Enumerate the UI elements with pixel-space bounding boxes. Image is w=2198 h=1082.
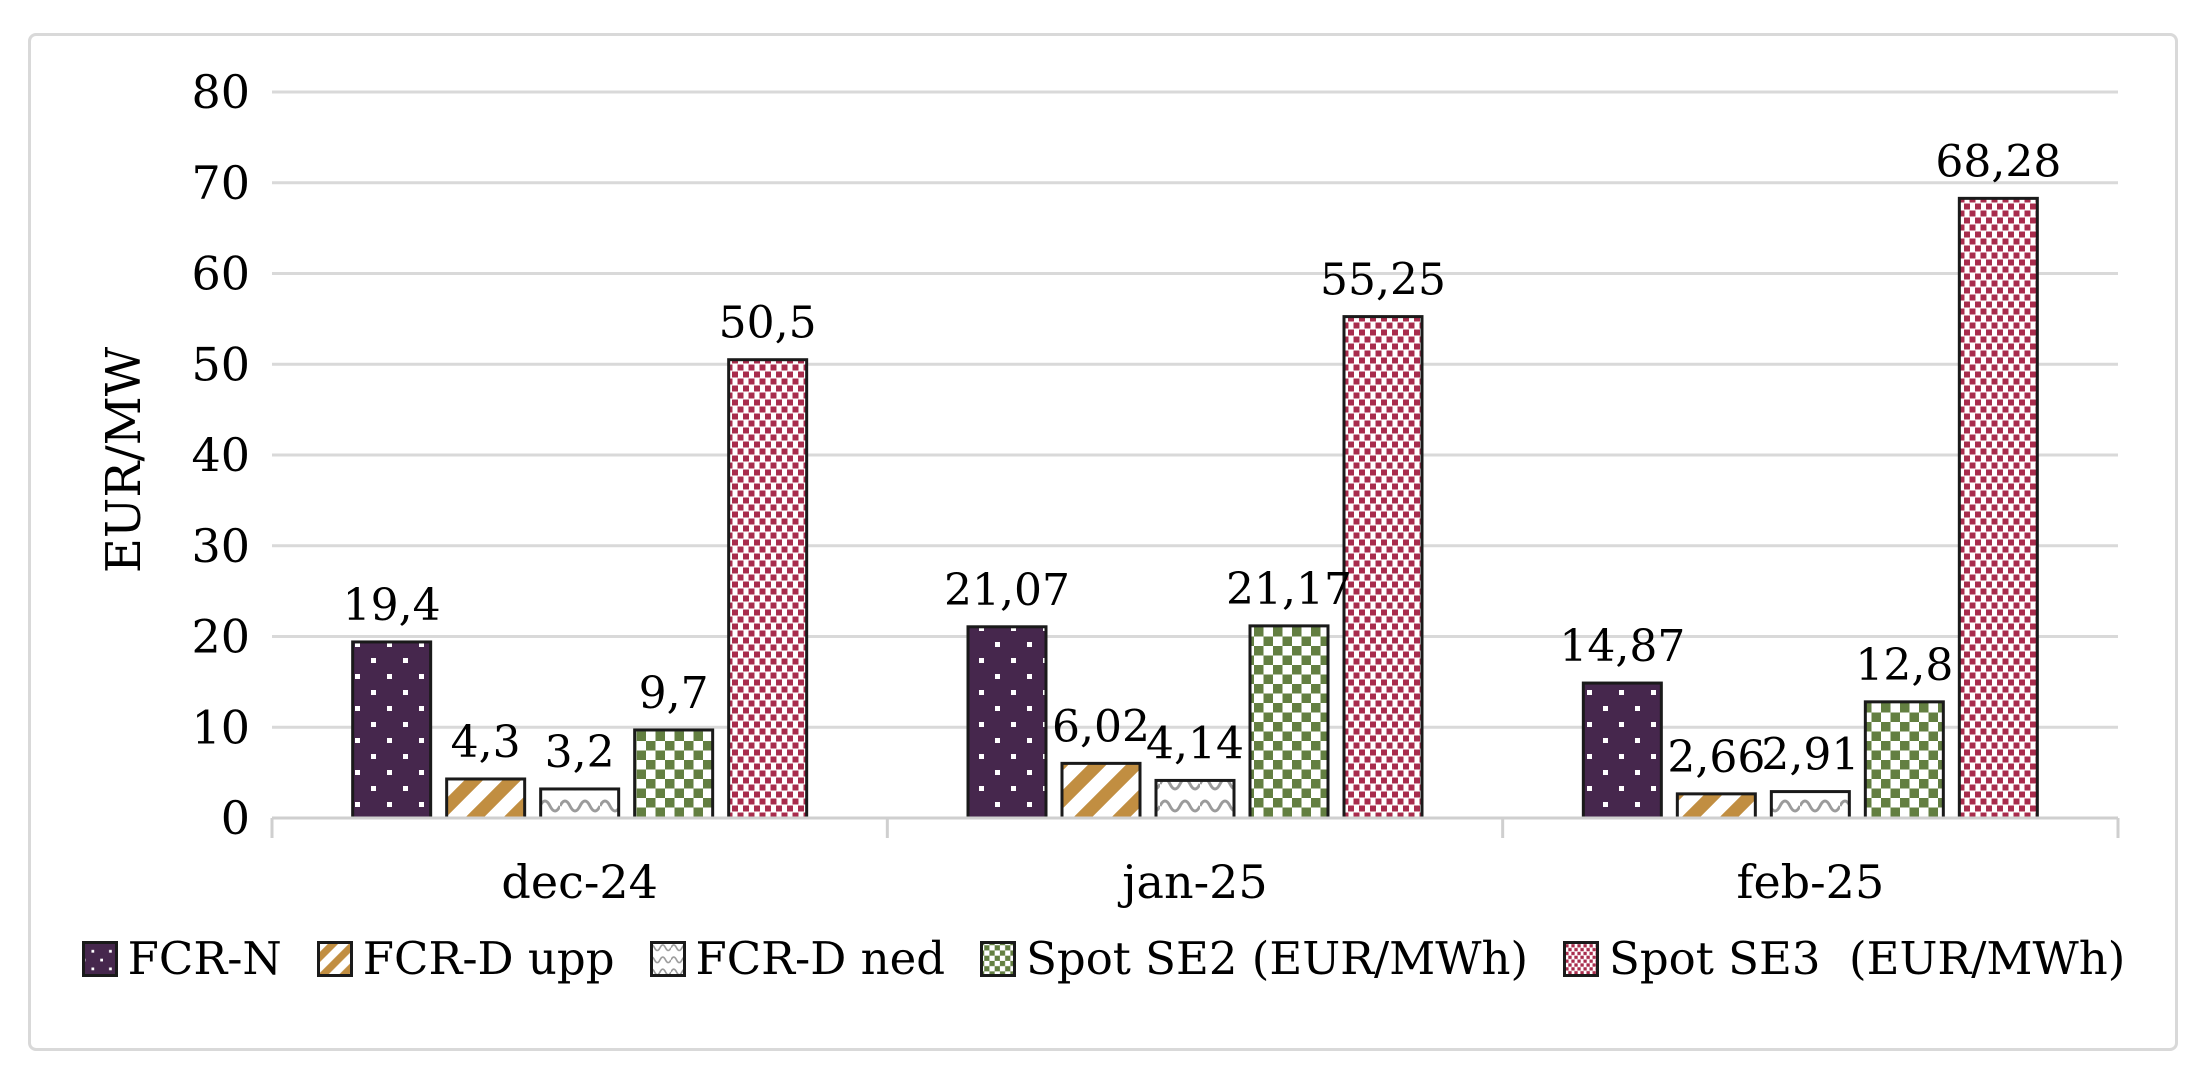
bar-fcr-d-ned-jan-25: [1154, 778, 1236, 820]
axes: [270, 816, 2120, 838]
y-axis-tick-label-0: 0: [221, 791, 250, 845]
bar-spot-se2-eur-mwh-feb-25: [1863, 700, 1945, 820]
value-label-fcr-n-jan-25: 21,07: [944, 565, 1070, 616]
bar-fcr-d-upp-dec-24: [445, 777, 527, 820]
y-axis-tick-label-50: 50: [191, 337, 250, 391]
value-label-fcr-d-upp-jan-25: 6,02: [1052, 701, 1150, 752]
bar-fcr-n-jan-25: [966, 625, 1048, 820]
y-axis-tick-label-10: 10: [191, 700, 250, 754]
y-axis-tick-label-60: 60: [191, 247, 250, 301]
legend-swatch-fcr-n: [81, 940, 118, 977]
legend-swatch-fcr-d-ned: [649, 940, 686, 977]
value-label-spot-se2-eur-mwh-jan-25: 21,17: [1226, 564, 1352, 615]
bar-spot-se3-eur-mwh-jan-25: [1342, 315, 1424, 820]
legend-item-spot-se3-eur-mwh: Spot SE3 (EUR/MWh): [1562, 936, 2125, 981]
legend-label-fcr-d-upp: FCR-D upp: [362, 932, 615, 985]
value-label-fcr-n-feb-25: 14,87: [1559, 621, 1685, 672]
legend-label-fcr-d-ned: FCR-D ned: [695, 932, 946, 985]
value-label-fcr-d-ned-dec-24: 3,2: [545, 727, 615, 778]
y-axis-tick-label-20: 20: [191, 610, 250, 664]
chart-frame: [28, 33, 2178, 1051]
value-label-fcr-d-ned-jan-25: 4,14: [1146, 718, 1244, 769]
bars: [351, 196, 2039, 820]
legend-item-fcr-d-upp: FCR-D upp: [316, 936, 615, 981]
value-label-spot-se2-eur-mwh-dec-24: 9,7: [639, 668, 709, 719]
legend-swatch-fcr-d-upp: [316, 940, 353, 977]
legend-label-spot-se2-eur-mwh: Spot SE2 (EUR/MWh): [1026, 932, 1529, 985]
value-label-fcr-d-upp-dec-24: 4,3: [451, 717, 521, 768]
legend-label-fcr-n: FCR-N: [127, 932, 282, 985]
labels: 19,4 4,3 3,2 9,7 50,5 dec-24 21,07 6,024,14 21,1…: [191, 65, 2061, 909]
value-label-spot-se2-eur-mwh-feb-25: 12,8: [1855, 640, 1953, 691]
legend-swatch-spot-se2-eur-mwh: [980, 940, 1017, 977]
legend-swatch-spot-se3-eur-mwh: [1563, 940, 1600, 977]
y-axis-tick-label-70: 70: [191, 156, 250, 210]
value-label-fcr-n-dec-24: 19,4: [343, 580, 441, 631]
x-axis-label-dec-24: dec-24: [501, 855, 658, 909]
legend-label-spot-se3-eur-mwh: Spot SE3 (EUR/MWh): [1609, 932, 2126, 985]
bar-spot-se3-eur-mwh-feb-25: [1957, 196, 2039, 820]
y-axis-tick-label-30: 30: [191, 519, 250, 573]
chart-legend: FCR-N FCR-D upp FCR-D ned Spot SE2 (EUR/MWh…: [28, 936, 2178, 981]
value-label-spot-se3-eur-mwh-feb-25: 68,28: [1935, 136, 2061, 187]
gridlines: [272, 90, 2118, 729]
bar-fcr-d-upp-jan-25: [1060, 761, 1142, 820]
y-axis-title: EUR/MW: [96, 346, 152, 573]
bar-fcr-n-feb-25: [1581, 681, 1663, 820]
value-label-fcr-d-upp-feb-25: 2,66: [1667, 732, 1765, 783]
legend-item-fcr-d-ned: FCR-D ned: [649, 932, 946, 985]
bar-fcr-n-dec-24: [351, 640, 433, 820]
bar-fcr-d-ned-dec-24: [539, 787, 621, 820]
bar-spot-se2-eur-mwh-jan-25: [1248, 624, 1330, 820]
bar-fcr-d-upp-feb-25: [1675, 792, 1757, 820]
x-axis-label-jan-25: jan-25: [1117, 855, 1267, 909]
value-label-spot-se3-eur-mwh-jan-25: 55,25: [1320, 255, 1446, 306]
legend-item-spot-se2-eur-mwh: Spot SE2 (EUR/MWh): [979, 936, 1528, 981]
bar-spot-se2-eur-mwh-dec-24: [633, 728, 715, 820]
value-label-spot-se3-eur-mwh-dec-24: 50,5: [719, 298, 817, 349]
x-axis-label-feb-25: feb-25: [1736, 855, 1884, 909]
legend-item-fcr-n: FCR-N: [81, 936, 282, 981]
bar-spot-se3-eur-mwh-dec-24: [727, 358, 809, 820]
bar-fcr-d-ned-feb-25: [1769, 790, 1851, 820]
value-label-fcr-d-ned-feb-25: 2,91: [1761, 730, 1859, 781]
y-axis-tick-label-40: 40: [191, 428, 250, 482]
y-axis-tick-label-80: 80: [191, 65, 250, 119]
